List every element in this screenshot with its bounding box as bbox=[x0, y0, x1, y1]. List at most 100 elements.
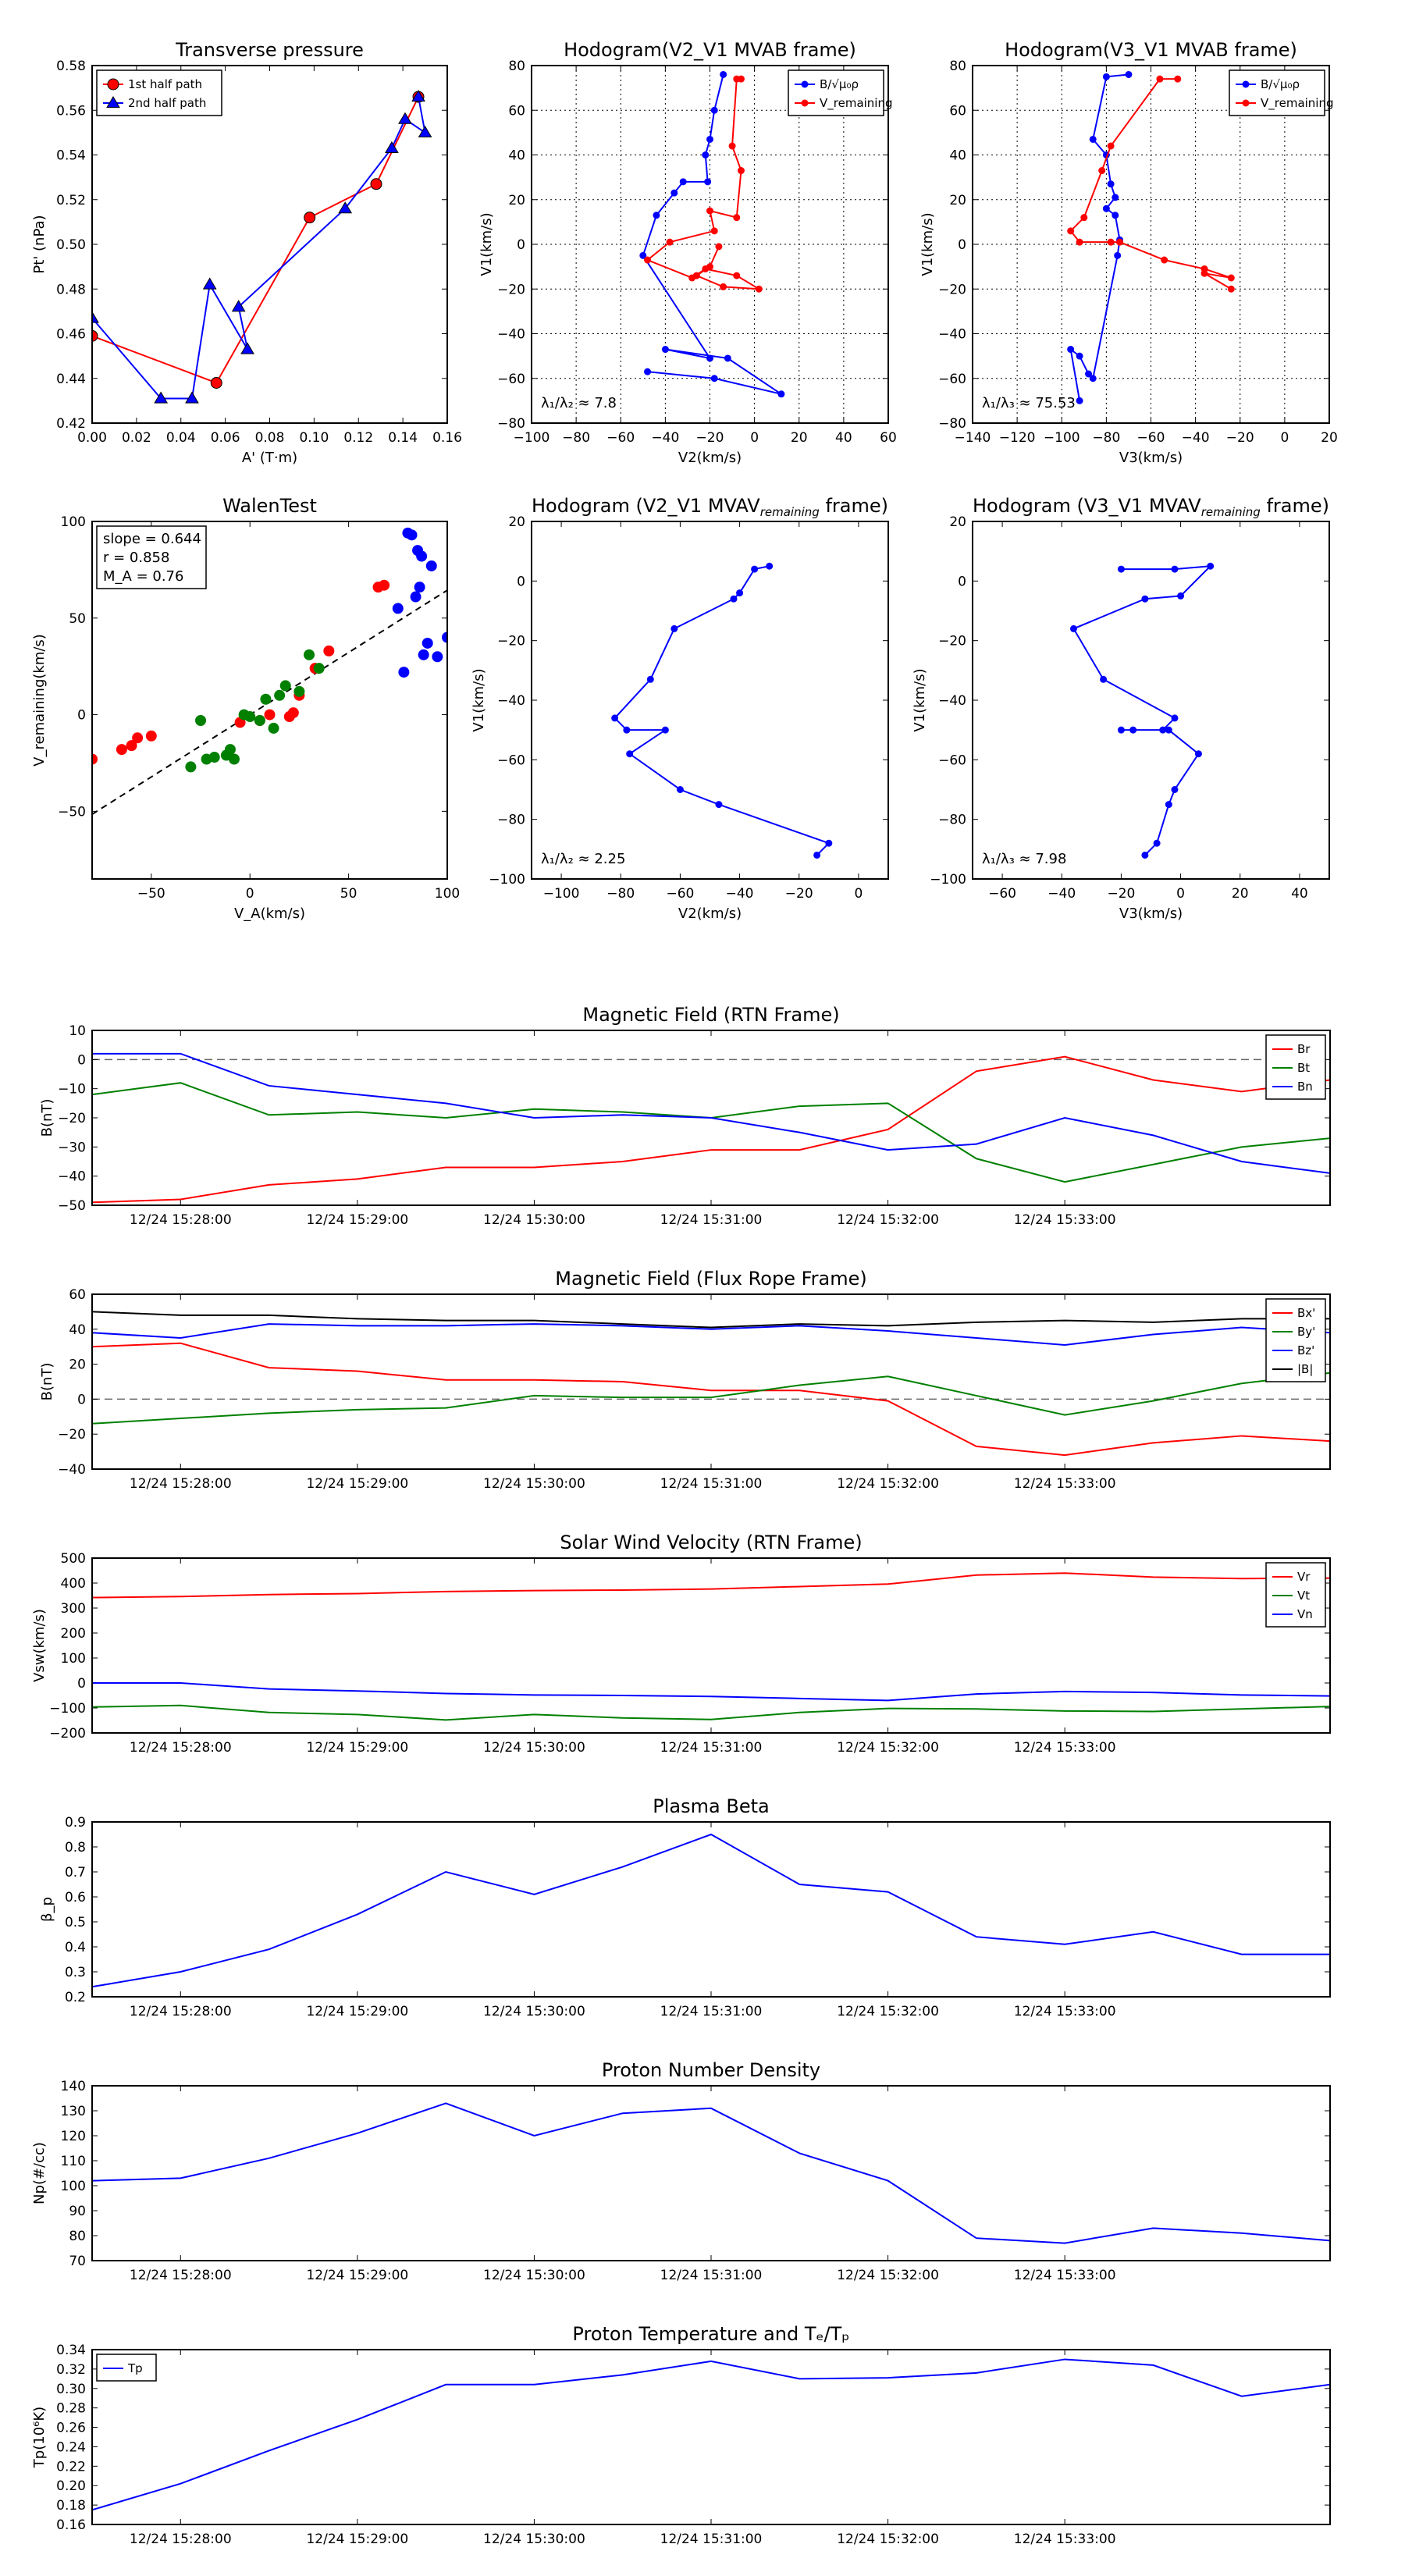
chart-plasma-beta: Plasma Beta 12/24 15:28:00 12/24 15:29:00 1… bbox=[39, 1795, 1331, 2019]
stats-legend-box bbox=[96, 525, 207, 589]
y-axis-label: Np(#/cc) bbox=[31, 2142, 48, 2204]
y-tick-label: 0.18 bbox=[56, 2498, 86, 2514]
x-tick-label: −60 bbox=[1137, 430, 1165, 446]
y-tick-label: 40 bbox=[508, 148, 525, 164]
series-marker bbox=[1165, 801, 1172, 809]
y-tick-label: 0.26 bbox=[56, 2421, 86, 2436]
x-tick-label: 0.12 bbox=[343, 430, 373, 446]
x-tick-label: 12/24 15:33:00 bbox=[1014, 2268, 1116, 2283]
x-tick-label: 12/24 15:33:00 bbox=[1014, 1740, 1116, 1756]
series-line-Bt bbox=[92, 1082, 1330, 1183]
chart-title: Hodogram(V3_V1 MVAB frame) bbox=[1005, 39, 1297, 61]
x-tick-label: −120 bbox=[999, 430, 1036, 446]
y-axis-label: V1(km/s) bbox=[912, 668, 928, 731]
series-line-Vt bbox=[92, 1704, 1330, 1721]
lambda-annotation: λ₁/λ₃ ≈ 75.53 bbox=[982, 395, 1076, 411]
series-marker bbox=[1107, 238, 1115, 246]
series-marker bbox=[1067, 346, 1075, 354]
y-tick-label: 0.54 bbox=[56, 148, 86, 164]
series-marker bbox=[1112, 212, 1119, 219]
chart-title: Hodogram(V2_V1 MVAB frame) bbox=[564, 39, 856, 61]
legend-marker bbox=[801, 80, 809, 88]
x-tick-label: −140 bbox=[955, 430, 991, 446]
plot-frame bbox=[972, 65, 1330, 424]
chart-hodogram-v3-v1-mvab: Hodogram(V3_V1 MVAB frame) −140 −120 −100 −8… bbox=[919, 39, 1338, 466]
x-tick-label: −40 bbox=[1048, 886, 1076, 902]
y-tick-label: 400 bbox=[61, 1576, 86, 1592]
x-tick-label: −100 bbox=[543, 886, 580, 902]
plot-frame bbox=[91, 521, 448, 880]
scatter-point-blue bbox=[432, 651, 443, 663]
series-line-Br bbox=[92, 1055, 1330, 1204]
x-tick-label: 12/24 15:28:00 bbox=[130, 2268, 232, 2283]
scatter-point-green bbox=[224, 744, 236, 756]
plot-area bbox=[92, 527, 447, 815]
y-tick-label: −40 bbox=[58, 1169, 86, 1185]
chart-magnetic-field-rtn: Magnetic Field (RTN Frame) 12/24 15:28:00… bbox=[39, 1004, 1331, 1228]
x-tick-label: −20 bbox=[785, 886, 813, 902]
y-tick-label: −50 bbox=[58, 804, 86, 820]
scatter-point-red bbox=[379, 579, 390, 591]
chart-transverse-pressure: Transverse pressure 0.00 0.02 0.04 0.06 0.08 0… bbox=[31, 39, 462, 466]
y-tick-label: −20 bbox=[497, 282, 525, 297]
y-tick-label: 0 bbox=[958, 574, 966, 589]
series-marker bbox=[733, 75, 741, 83]
series-marker bbox=[92, 311, 99, 323]
series-marker bbox=[1102, 73, 1110, 80]
plot-frame bbox=[91, 65, 448, 424]
plot-frame bbox=[531, 65, 889, 424]
x-tick-label: 12/24 15:31:00 bbox=[660, 2532, 763, 2547]
y-tick-label: −30 bbox=[58, 1140, 86, 1155]
y-tick-label: −80 bbox=[938, 813, 966, 828]
series-line-1sthalfpath bbox=[92, 96, 419, 384]
series-marker bbox=[661, 346, 669, 354]
series-line-B bbox=[1072, 565, 1213, 856]
x-tick-label: 12/24 15:32:00 bbox=[837, 2268, 939, 2283]
x-tick-label: 12/24 15:28:00 bbox=[130, 1476, 232, 1492]
scatter-point-red bbox=[132, 732, 144, 744]
x-tick-label: 0 bbox=[1280, 430, 1289, 446]
x-tick-label: 12/24 15:28:00 bbox=[130, 1212, 232, 1228]
x-tick-label: 40 bbox=[1291, 886, 1308, 902]
y-tick-label: 40 bbox=[69, 1322, 86, 1338]
chart-hodogram-v2-v1-mvav: Hodogram (V2_V1 MVAVremaining frame) −100… bbox=[471, 495, 889, 922]
x-tick-label: 12/24 15:30:00 bbox=[483, 2268, 585, 2283]
y-tick-label: 0.5 bbox=[65, 1915, 86, 1930]
series-marker bbox=[1114, 251, 1122, 259]
scatter-point-red bbox=[287, 707, 299, 719]
x-tick-label: 60 bbox=[880, 430, 897, 446]
plot-frame bbox=[91, 2085, 1331, 2261]
chart-title: Hodogram (V3_V1 MVAVremaining frame) bbox=[973, 495, 1329, 519]
legend-label: Vt bbox=[1297, 1589, 1310, 1603]
plot-area bbox=[92, 1311, 1330, 1457]
legend-label: B/√μ₀ρ bbox=[820, 77, 859, 91]
y-tick-label: −60 bbox=[938, 753, 966, 768]
y-tick-label: 0.9 bbox=[65, 1815, 86, 1831]
series-marker bbox=[623, 726, 631, 734]
series-marker bbox=[704, 178, 712, 186]
scatter-point-blue bbox=[398, 667, 410, 678]
series-marker bbox=[1174, 75, 1182, 83]
series-marker bbox=[1177, 592, 1185, 600]
chart-title: Magnetic Field (RTN Frame) bbox=[582, 1004, 839, 1026]
series-marker bbox=[715, 243, 723, 251]
series-marker bbox=[813, 851, 821, 859]
series-marker bbox=[1076, 397, 1083, 404]
series-marker bbox=[676, 786, 684, 793]
x-tick-label: 20 bbox=[1321, 430, 1338, 446]
series-marker bbox=[825, 839, 833, 847]
y-tick-label: 0.56 bbox=[56, 103, 86, 119]
series-marker bbox=[1117, 726, 1125, 734]
y-axis-label: V1(km/s) bbox=[471, 668, 487, 731]
y-tick-label: 130 bbox=[61, 2104, 86, 2119]
plot-area bbox=[92, 90, 432, 404]
legend: Br Bt Bn bbox=[1265, 1034, 1326, 1100]
x-tick-label: 12/24 15:30:00 bbox=[483, 1476, 585, 1492]
x-tick-label: 12/24 15:29:00 bbox=[306, 1476, 408, 1492]
series-marker bbox=[706, 207, 713, 215]
x-tick-label: 40 bbox=[835, 430, 852, 446]
series-marker bbox=[1117, 565, 1125, 573]
y-tick-label: −40 bbox=[497, 693, 525, 709]
series-marker bbox=[1076, 352, 1083, 360]
y-tick-label: 50 bbox=[69, 611, 86, 627]
